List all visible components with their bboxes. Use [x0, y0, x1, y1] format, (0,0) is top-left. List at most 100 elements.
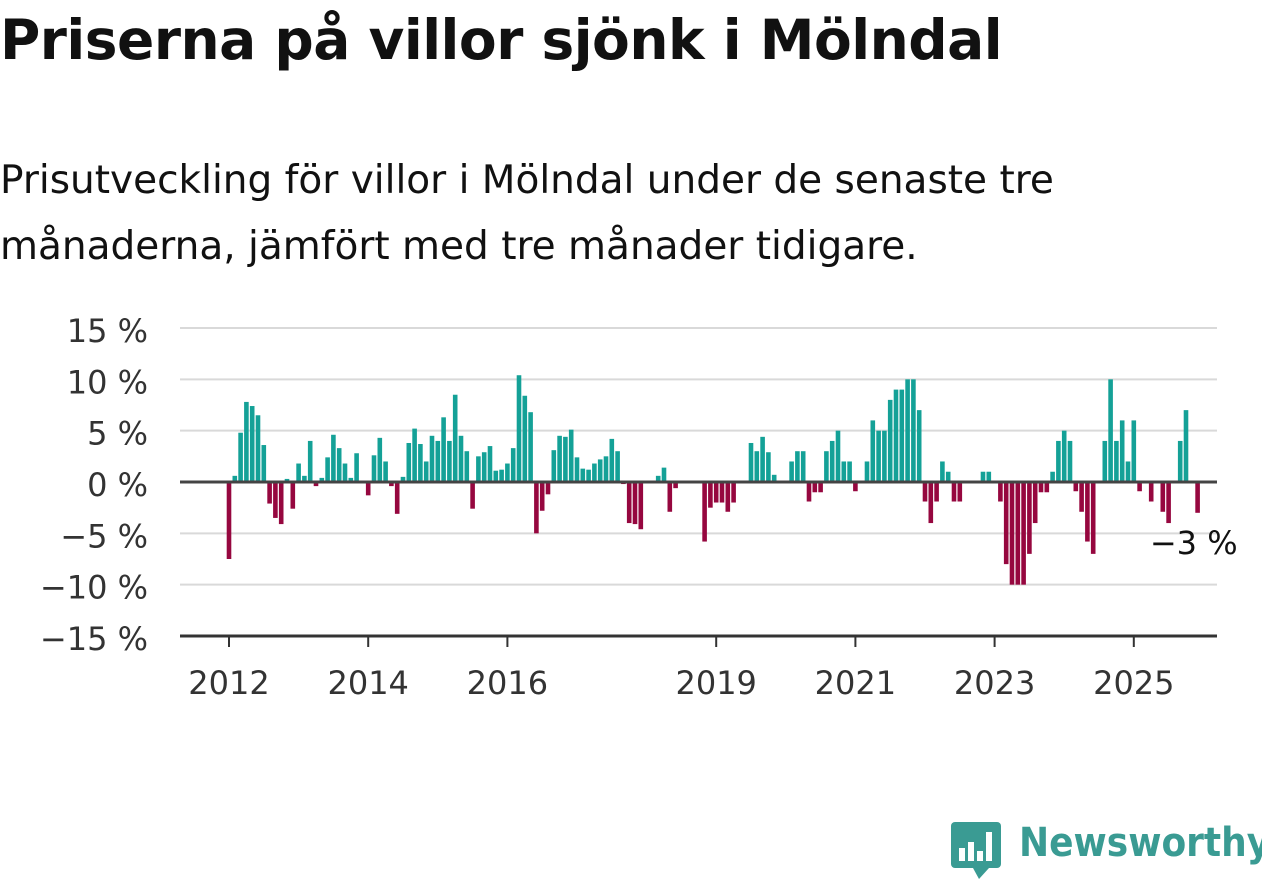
bar [429, 435, 435, 482]
bar [307, 440, 313, 482]
bar [864, 461, 870, 482]
bar [893, 389, 899, 482]
bar [632, 482, 638, 525]
bar [545, 482, 551, 495]
bar [586, 469, 591, 482]
y-tick-label: −10 % [40, 569, 148, 607]
bar [766, 452, 771, 482]
bar [1073, 482, 1079, 492]
latest-value-annotation: −3 % [1150, 524, 1238, 562]
bar [986, 471, 992, 482]
bar [1114, 440, 1119, 482]
x-tick-label: 2012 [188, 664, 269, 702]
bar [580, 468, 586, 482]
bar [313, 482, 319, 487]
bar [603, 456, 609, 482]
tick-labels: 15 % 10 % 5 % 0 % −5 % −10 % −15 % 2012 2014 2016… [40, 312, 1238, 702]
y-tick-label: 5 % [87, 415, 148, 453]
bar [899, 389, 905, 482]
bar [754, 451, 760, 482]
x-tick-label: 2016 [467, 664, 548, 702]
bar [1027, 482, 1032, 554]
bar [557, 435, 562, 482]
bar [499, 469, 504, 482]
bar [934, 482, 939, 502]
bar [510, 448, 516, 482]
bar [760, 436, 765, 482]
bar [1131, 420, 1137, 482]
bar [1177, 440, 1183, 482]
bar [441, 417, 446, 482]
bar [447, 440, 452, 482]
bar [800, 451, 806, 482]
bar [713, 482, 719, 503]
x-tick-label: 2019 [675, 664, 756, 702]
gridlines [180, 327, 1217, 586]
bar [365, 482, 371, 496]
bar [835, 430, 841, 482]
bar [940, 461, 945, 482]
bar [1102, 440, 1108, 482]
y-tick-label: −15 % [40, 620, 148, 658]
bar [916, 410, 922, 482]
bar [255, 415, 261, 482]
bar [1160, 482, 1166, 512]
brand-logo: Newsworthy [951, 818, 1262, 880]
bar [887, 399, 893, 482]
bar [795, 451, 800, 482]
y-tick-label: 10 % [67, 363, 148, 401]
bar [905, 379, 910, 482]
bar [458, 435, 464, 482]
bar [1079, 482, 1084, 512]
bar [528, 412, 533, 482]
x-tick-label: 2023 [954, 664, 1035, 702]
bar [406, 442, 412, 482]
bar [1021, 482, 1026, 585]
bar [1125, 461, 1131, 482]
x-tick-label: 2025 [1093, 664, 1174, 702]
bar [789, 461, 794, 482]
bar [853, 482, 858, 492]
bar [464, 451, 470, 482]
bar [1148, 482, 1154, 502]
bar [609, 438, 615, 482]
bar [470, 482, 475, 509]
bar [1195, 482, 1200, 513]
bar [278, 482, 284, 525]
bar [487, 446, 493, 482]
bar [592, 463, 597, 482]
x-tick-label: 2021 [815, 664, 896, 702]
bar [481, 452, 487, 482]
bar [1061, 430, 1067, 482]
bar [505, 463, 510, 482]
bar [522, 395, 528, 482]
bar [980, 471, 986, 482]
bar [423, 461, 429, 482]
bar [1056, 440, 1061, 482]
bar [1067, 440, 1073, 482]
bar [226, 482, 232, 559]
bar [534, 482, 539, 534]
bar [1108, 379, 1113, 482]
bar [273, 482, 278, 518]
bar [412, 428, 417, 482]
bar [928, 482, 934, 524]
bar [731, 482, 736, 503]
bar [841, 461, 847, 482]
bar [290, 482, 296, 509]
bar [389, 482, 394, 487]
bar [876, 430, 881, 482]
bar [702, 482, 707, 542]
bar [829, 440, 835, 482]
bar [951, 482, 957, 502]
bar [626, 482, 632, 524]
bar [1015, 482, 1021, 585]
bar [1032, 482, 1038, 524]
bar [1044, 482, 1050, 493]
bar [1050, 471, 1055, 482]
bar [1009, 482, 1015, 585]
bar [574, 457, 580, 482]
bar [354, 453, 359, 482]
bar [551, 450, 557, 482]
bar [638, 482, 644, 530]
